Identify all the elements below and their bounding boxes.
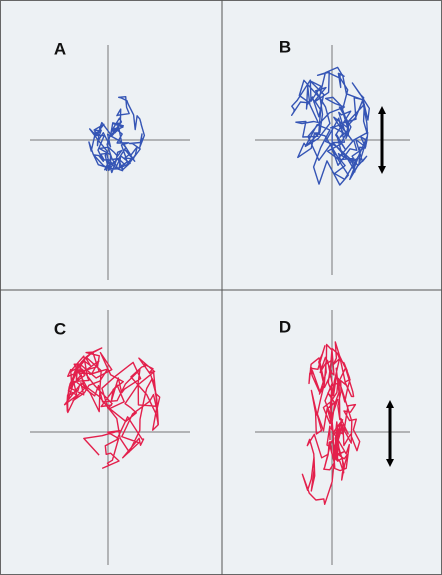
trajectory	[63, 347, 161, 469]
panel: C	[30, 310, 190, 565]
trajectory	[88, 96, 146, 174]
panel-label: D	[279, 317, 291, 336]
trajectory	[301, 341, 361, 505]
panel-label: A	[54, 39, 66, 58]
trajectory	[291, 66, 370, 186]
panel-label: B	[279, 37, 291, 56]
panel-label: C	[54, 319, 66, 338]
